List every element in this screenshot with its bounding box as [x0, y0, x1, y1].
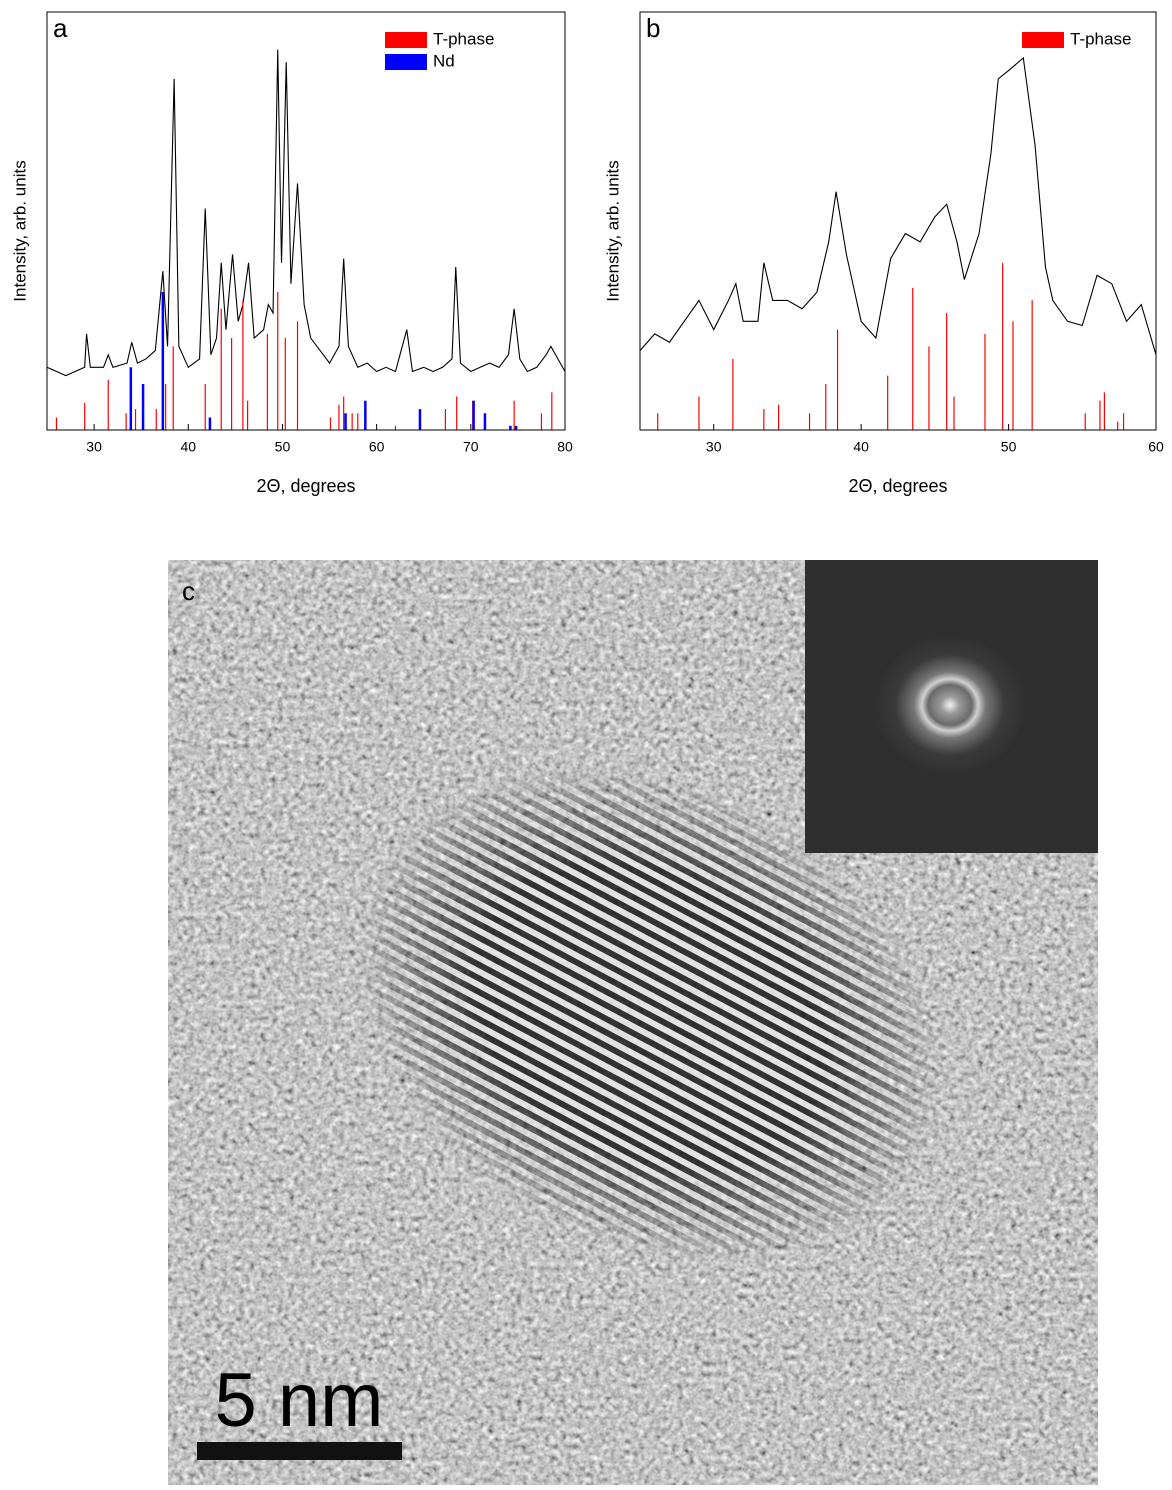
panel-label: c	[182, 576, 195, 606]
x-tick-label: 70	[463, 439, 479, 455]
x-tick-label: 40	[853, 439, 869, 455]
x-tick-label: 50	[1001, 439, 1017, 455]
scale-bar	[197, 1442, 402, 1460]
x-tick-label: 50	[275, 439, 291, 455]
fft-ring	[872, 633, 1028, 777]
x-tick-label: 60	[369, 439, 385, 455]
chart: 30 40 50 60 2Θ, degrees Intensity, arb. units…	[603, 11, 1164, 496]
y-axis-label: Intensity, arb. units	[10, 160, 29, 301]
legend-swatch	[1022, 32, 1064, 48]
legend-label: T-phase	[1070, 29, 1131, 48]
x-tick-label: 60	[1148, 439, 1164, 455]
scale-bar-label: 5 nm	[215, 1358, 384, 1443]
chart: 30 40 50 60 70 80 2Θ, degrees Intensity, arb. u…	[10, 11, 573, 496]
legend-swatch	[385, 32, 427, 48]
plot-frame	[46, 11, 566, 431]
xrd-curve	[639, 56, 1157, 355]
panel-label: a	[53, 13, 68, 43]
xrd-curve	[46, 49, 566, 377]
plot-frame	[639, 11, 1157, 431]
x-tick-label: 30	[706, 439, 722, 455]
legend-swatch	[385, 54, 427, 70]
legend-label: T-phase	[433, 29, 494, 48]
tem-image	[168, 560, 1098, 1485]
x-tick-label: 80	[557, 439, 573, 455]
x-tick-label: 40	[180, 439, 196, 455]
x-tick-label: 30	[86, 439, 102, 455]
x-axis-label: 2Θ, degrees	[256, 476, 355, 496]
y-axis-label: Intensity, arb. units	[603, 160, 622, 301]
legend-label: Nd	[433, 51, 455, 70]
x-axis-label: 2Θ, degrees	[848, 476, 947, 496]
panel-label: b	[646, 13, 660, 43]
